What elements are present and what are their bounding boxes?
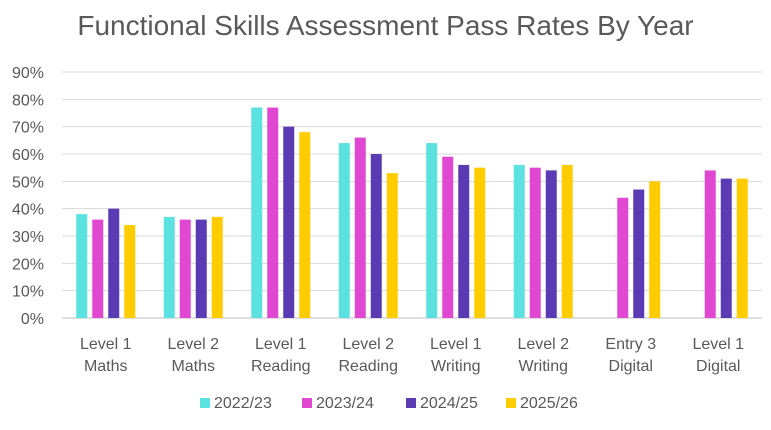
bar (513, 164, 525, 318)
bar (426, 143, 438, 318)
bar (736, 178, 748, 318)
legend-label: 2023/24 (316, 395, 374, 412)
bar (442, 156, 454, 318)
legend-swatch (406, 398, 416, 408)
legend-swatch (506, 398, 516, 408)
x-tick-label: Writing (431, 358, 481, 375)
y-tick-label: 40% (12, 202, 44, 219)
bar (338, 143, 350, 318)
x-tick-label: Maths (84, 358, 128, 375)
y-tick-label: 10% (12, 284, 44, 301)
x-tick-label: Reading (251, 358, 311, 375)
bar (529, 167, 541, 318)
legend-label: 2025/26 (520, 395, 578, 412)
bar (458, 164, 470, 318)
x-tick-label: Level 2 (517, 336, 569, 353)
x-tick-label: Level 2 (167, 336, 219, 353)
y-tick-label: 20% (12, 256, 44, 273)
bar (386, 173, 398, 318)
bar (633, 189, 645, 318)
bar (179, 219, 191, 318)
x-tick-label: Reading (338, 358, 398, 375)
y-tick-label: 80% (12, 92, 44, 109)
bar (251, 107, 263, 319)
bar (299, 132, 311, 318)
legend-label: 2022/23 (214, 395, 272, 412)
y-tick-label: 70% (12, 120, 44, 137)
legend-swatch (200, 398, 210, 408)
bar (561, 164, 573, 318)
y-tick-label: 50% (12, 174, 44, 191)
y-tick-label: 60% (12, 147, 44, 164)
y-tick-label: 30% (12, 229, 44, 246)
bar (545, 170, 557, 318)
bar (163, 216, 175, 318)
y-tick-label: 90% (12, 65, 44, 82)
bar (195, 219, 207, 318)
bar (124, 225, 136, 318)
bar (211, 216, 223, 318)
bar (720, 178, 732, 318)
bar (267, 107, 279, 319)
bar (649, 181, 661, 318)
x-tick-label: Digital (696, 358, 740, 375)
bar (354, 137, 366, 318)
bar (474, 167, 486, 318)
bar (617, 197, 629, 318)
x-tick-label: Level 1 (692, 336, 744, 353)
bar (704, 170, 716, 318)
x-tick-label: Maths (171, 358, 215, 375)
bar (370, 154, 382, 318)
bar (92, 219, 104, 318)
legend-swatch (302, 398, 312, 408)
bar (283, 126, 295, 319)
x-tick-label: Digital (609, 358, 653, 375)
x-tick-label: Entry 3 (605, 336, 656, 353)
x-tick-label: Level 1 (80, 336, 132, 353)
x-tick-label: Level 2 (342, 336, 394, 353)
x-tick-label: Level 1 (430, 336, 482, 353)
bar (76, 214, 88, 318)
chart-title: Functional Skills Assessment Pass Rates … (77, 10, 694, 41)
legend-label: 2024/25 (420, 395, 478, 412)
x-tick-label: Writing (519, 358, 569, 375)
x-tick-label: Level 1 (255, 336, 307, 353)
bar (108, 208, 120, 318)
y-tick-label: 0% (21, 311, 44, 328)
